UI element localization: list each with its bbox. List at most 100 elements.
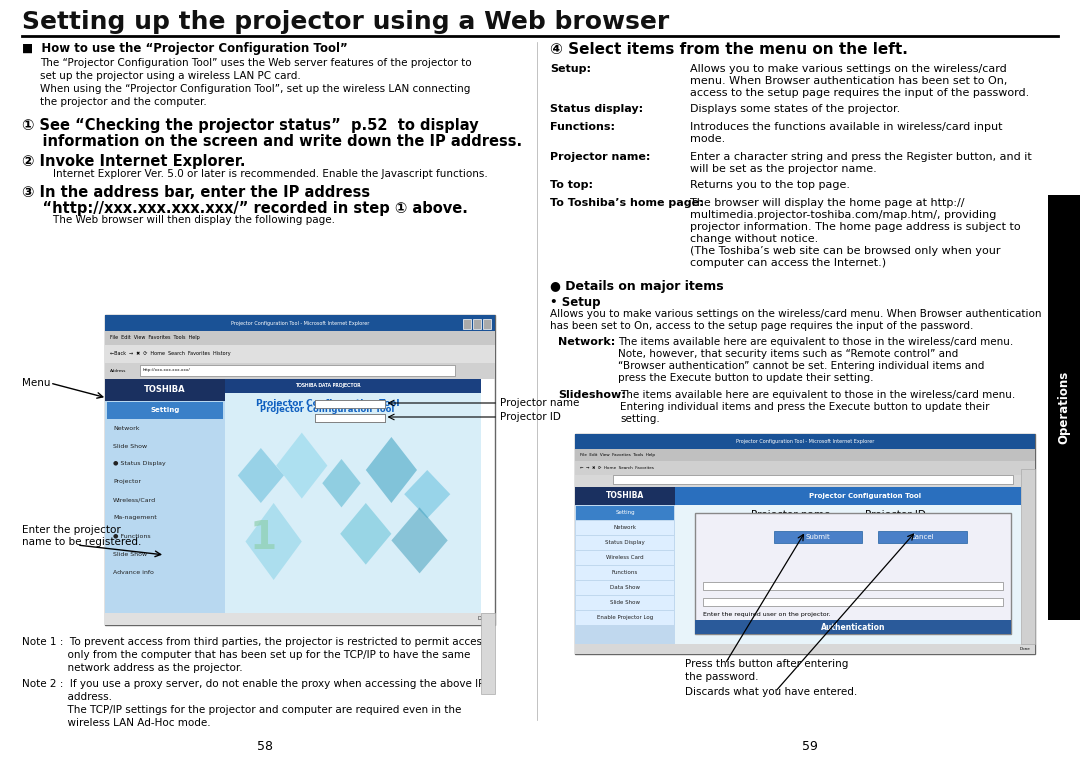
Text: set up the projector using a wireless LAN PC card.: set up the projector using a wireless LA… [40, 71, 300, 81]
Bar [483, 319, 491, 329]
Text: ③ In the address bar, enter the IP address: ③ In the address bar, enter the IP addre… [22, 185, 370, 200]
Text: The TCP/IP settings for the projector and computer are required even in the: The TCP/IP settings for the projector an… [22, 705, 461, 715]
Text: Menu: Menu [22, 378, 51, 388]
Text: press the Execute button to update their setting.: press the Execute button to update their… [618, 373, 874, 383]
Text: Projector Configuration Tool: Projector Configuration Tool [260, 405, 394, 414]
Text: Advance info: Advance info [113, 569, 153, 575]
Bar [696, 513, 1011, 634]
Bar [140, 365, 455, 376]
Bar [576, 596, 674, 610]
Bar [575, 461, 1035, 475]
Text: TOSHIBA DATA PROJECTOR: TOSHIBA DATA PROJECTOR [295, 384, 361, 388]
Bar [314, 414, 384, 422]
Text: Slide Show: Slide Show [113, 552, 147, 556]
Text: To top:: To top: [550, 180, 593, 190]
Text: The “Projector Configuration Tool” uses the Web server features of the projector: The “Projector Configuration Tool” uses … [40, 58, 472, 68]
Polygon shape [366, 437, 417, 503]
Text: “http://xxx.xxx.xxx.xxx/” recorded in step ① above.: “http://xxx.xxx.xxx.xxx/” recorded in st… [22, 201, 468, 216]
Text: Allows you to make various settings on the wireless/card: Allows you to make various settings on t… [690, 64, 1007, 74]
Bar [576, 521, 674, 535]
Text: Projector name: Projector name [751, 510, 831, 520]
Bar [105, 315, 495, 331]
Text: the password.: the password. [685, 672, 758, 682]
Text: Functions: Functions [612, 570, 638, 575]
Text: will be set as the projector name.: will be set as the projector name. [690, 164, 877, 174]
Bar [878, 531, 967, 543]
Text: 1: 1 [249, 519, 276, 557]
Bar [225, 379, 481, 393]
Bar [481, 613, 495, 694]
Text: Wireless Card: Wireless Card [606, 555, 644, 560]
Bar [105, 315, 495, 625]
Bar [225, 379, 481, 393]
Text: TOSHIBA DATA PROJECTOR: TOSHIBA DATA PROJECTOR [295, 384, 361, 388]
Text: Enable Projector Log: Enable Projector Log [597, 615, 653, 620]
Polygon shape [276, 433, 327, 498]
Text: Done: Done [477, 617, 490, 622]
Text: ● Details on major items: ● Details on major items [550, 280, 724, 293]
Text: mode.: mode. [690, 134, 726, 144]
Bar [105, 613, 495, 625]
Bar [1021, 469, 1035, 644]
Text: Projector Configuration Tool - Microsoft Internet Explorer: Projector Configuration Tool - Microsoft… [231, 320, 369, 326]
Polygon shape [404, 470, 450, 518]
Bar [105, 379, 225, 625]
Bar [576, 611, 674, 625]
Bar [675, 487, 1021, 644]
Text: 59: 59 [802, 740, 818, 753]
Text: The browser will display the home page at http://: The browser will display the home page a… [690, 198, 964, 208]
Bar [576, 551, 674, 565]
Text: Internet Explorer Ver. 5.0 or later is recommended. Enable the Javascript functi: Internet Explorer Ver. 5.0 or later is r… [40, 169, 488, 179]
Text: Authentication: Authentication [821, 623, 886, 632]
Text: name to be registered.: name to be registered. [22, 537, 141, 547]
Text: computer can access the Internet.): computer can access the Internet.) [690, 258, 886, 268]
Bar [473, 319, 481, 329]
Text: Submit: Submit [806, 534, 831, 540]
Text: wireless LAN Ad-Hoc mode.: wireless LAN Ad-Hoc mode. [22, 718, 211, 728]
Text: only from the computer that has been set up for the TCP/IP to have the same: only from the computer that has been set… [22, 650, 471, 660]
Bar [575, 434, 1035, 449]
Bar [1048, 195, 1080, 620]
Bar [314, 400, 384, 408]
Text: ←  →  ✖  ⟳  Home  Search  Favorites: ← → ✖ ⟳ Home Search Favorites [580, 466, 653, 470]
Bar [575, 487, 675, 644]
Bar [105, 379, 225, 401]
Text: Data Show: Data Show [610, 585, 640, 590]
Text: 58: 58 [257, 740, 273, 753]
Text: setting.: setting. [620, 414, 660, 424]
Bar [613, 475, 1013, 484]
Text: ● Functions: ● Functions [113, 533, 150, 539]
Text: Cancel: Cancel [910, 534, 934, 540]
Bar [703, 582, 1003, 590]
Text: Network: Network [113, 426, 139, 430]
Text: ② Invoke Internet Explorer.: ② Invoke Internet Explorer. [22, 154, 245, 169]
Bar [575, 434, 1035, 654]
Text: the projector and the computer.: the projector and the computer. [40, 97, 206, 107]
Text: TOSHIBA: TOSHIBA [606, 491, 644, 501]
Text: The items available here are equivalent to those in the wireless/card menu.: The items available here are equivalent … [620, 390, 1015, 400]
Text: Ma-nagement: Ma-nagement [113, 516, 157, 520]
Text: Note, however, that security items such as “Remote control” and: Note, however, that security items such … [618, 349, 958, 359]
Polygon shape [238, 448, 284, 503]
Text: Projector: Projector [113, 479, 141, 485]
Text: has been set to On, access to the setup page requires the input of the password.: has been set to On, access to the setup … [550, 321, 973, 331]
Bar [696, 620, 1011, 634]
Text: network address as the projector.: network address as the projector. [22, 663, 243, 673]
Text: When using the “Projector Configuration Tool”, set up the wireless LAN connectin: When using the “Projector Configuration … [40, 84, 471, 94]
Text: (The Toshiba’s web site can be browsed only when your: (The Toshiba’s web site can be browsed o… [690, 246, 1000, 256]
Bar [225, 379, 481, 613]
Bar [576, 566, 674, 580]
Bar [576, 536, 674, 550]
Text: Status Display: Status Display [605, 540, 645, 545]
Text: Address: Address [110, 369, 126, 373]
Text: Projector Configuration Tool: Projector Configuration Tool [809, 493, 921, 499]
Text: The items available here are equivalent to those in the wireless/card menu.: The items available here are equivalent … [618, 337, 1013, 347]
Text: change without notice.: change without notice. [690, 234, 819, 244]
Text: Note 2 :  If you use a proxy server, do not enable the proxy when accessing the : Note 2 : If you use a proxy server, do n… [22, 679, 484, 689]
Text: menu. When Browser authentication has been set to On,: menu. When Browser authentication has be… [690, 76, 1008, 86]
Bar [774, 531, 863, 543]
Text: Projector ID: Projector ID [500, 412, 561, 422]
Polygon shape [245, 503, 301, 580]
Text: Setup:: Setup: [550, 64, 591, 74]
Text: http://xxx.xxx.xxx.xxx/: http://xxx.xxx.xxx.xxx/ [143, 368, 191, 372]
